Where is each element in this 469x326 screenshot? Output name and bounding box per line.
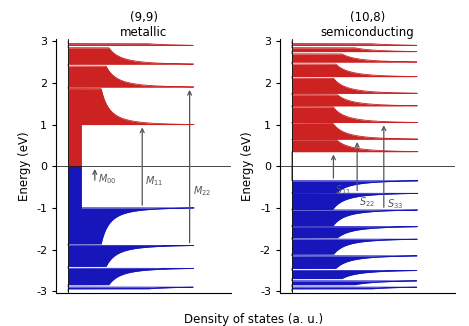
Text: Density of states (a. u.): Density of states (a. u.): [184, 313, 323, 326]
Text: $S_{11}$: $S_{11}$: [335, 183, 351, 197]
Text: $M_{11}$: $M_{11}$: [145, 174, 164, 188]
Title: (10,8)
semiconducting: (10,8) semiconducting: [321, 11, 415, 39]
Text: $M_{00}$: $M_{00}$: [98, 172, 116, 186]
Text: $S_{33}$: $S_{33}$: [387, 198, 403, 211]
Title: (9,9)
metallic: (9,9) metallic: [120, 11, 167, 39]
Text: $M_{22}$: $M_{22}$: [193, 185, 211, 198]
Y-axis label: Energy (eV): Energy (eV): [242, 131, 254, 201]
Y-axis label: Energy (eV): Energy (eV): [17, 131, 30, 201]
Text: $S_{22}$: $S_{22}$: [359, 196, 375, 209]
